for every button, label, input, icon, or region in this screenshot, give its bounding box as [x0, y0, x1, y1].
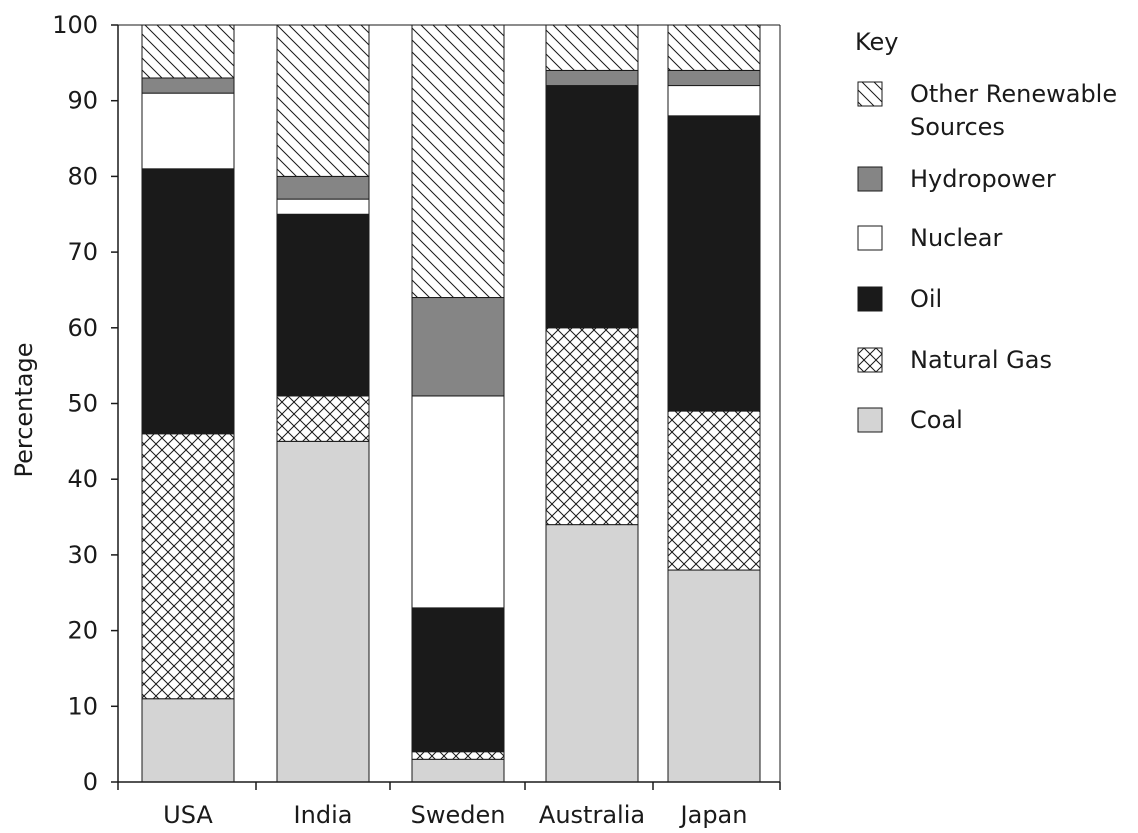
- legend-swatch-other-renewable-sources: [857, 81, 883, 107]
- y-tick-label-30: 30: [67, 541, 98, 569]
- bar-segment-japan-coal: [667, 569, 761, 783]
- bar-segment-india-natural-gas: [276, 395, 370, 442]
- bar-segment-usa-other-renewable-sources: [141, 24, 235, 79]
- legend-swatch-coal: [857, 407, 883, 433]
- bar-segment-usa-natural-gas: [141, 433, 235, 700]
- bar-segment-australia-oil: [545, 85, 639, 329]
- bar-segment-sweden-oil: [411, 607, 505, 753]
- bar-segment-sweden-coal: [411, 758, 505, 783]
- bar-segment-australia-hydropower: [545, 69, 639, 87]
- legend-swatch-natural-gas: [857, 347, 883, 373]
- legend-title: Key: [855, 28, 899, 56]
- y-tick-label-0: 0: [83, 768, 98, 796]
- bar-segment-japan-hydropower: [667, 69, 761, 87]
- bar-segment-japan-other-renewable-sources: [667, 24, 761, 71]
- y-tick-label-80: 80: [67, 162, 98, 190]
- y-axis-title: Percentage: [10, 342, 38, 477]
- bar-segment-usa-coal: [141, 698, 235, 783]
- x-tick-label-india: India: [294, 801, 353, 829]
- bar-segment-japan-nuclear: [667, 85, 761, 117]
- x-tick-label-sweden: Sweden: [411, 801, 506, 829]
- bar-segment-sweden-nuclear: [411, 395, 505, 609]
- bar-segment-india-nuclear: [276, 198, 370, 215]
- bar-segment-sweden-natural-gas: [411, 751, 505, 760]
- legend-label-oil: Oil: [910, 285, 942, 313]
- bar-segment-usa-hydropower: [141, 77, 235, 94]
- legend-swatch-nuclear: [857, 225, 883, 251]
- axes-group: 0 10 20 30 40 50 60 70 80 90 100 USA India Sweden Aust…: [52, 11, 781, 829]
- legend-label-nuclear: Nuclear: [910, 224, 1003, 252]
- x-tick-label-australia: Australia: [539, 801, 645, 829]
- y-tick-label-90: 90: [67, 87, 98, 115]
- legend-label-natural-gas: Natural Gas: [910, 346, 1052, 374]
- legend-swatch-hydropower: [857, 166, 883, 192]
- bar-segment-australia-natural-gas: [545, 327, 639, 526]
- legend-label-coal: Coal: [910, 406, 963, 434]
- bar-segment-sweden-hydropower: [411, 297, 505, 397]
- bar-segment-japan-oil: [667, 115, 761, 412]
- y-tick-label-10: 10: [67, 692, 98, 720]
- y-tick-label-70: 70: [67, 238, 98, 266]
- x-tick-label-usa: USA: [163, 801, 213, 829]
- legend: Other Renewable Sources Hydropower Nuclear O…: [857, 80, 1117, 434]
- bar-segment-india-hydropower: [276, 175, 370, 200]
- bar-segment-india-other-renewable-sources: [276, 24, 370, 177]
- legend-swatch-oil: [857, 286, 883, 312]
- bar-segment-usa-oil: [141, 168, 235, 435]
- legend-label-other-renewable-sources: Other Renewable: [910, 80, 1117, 108]
- y-tick-label-40: 40: [67, 465, 98, 493]
- y-tick-label-60: 60: [67, 314, 98, 342]
- y-tick-label-100: 100: [52, 11, 98, 39]
- bar-segment-australia-other-renewable-sources: [545, 24, 639, 71]
- bar-segment-australia-coal: [545, 524, 639, 783]
- legend-label-other-renewable-sources-line-2: Sources: [910, 113, 1005, 141]
- legend-label-hydropower: Hydropower: [910, 165, 1056, 193]
- bar-segment-sweden-other-renewable-sources: [411, 24, 505, 299]
- bar-segment-india-coal: [276, 440, 370, 783]
- bar-segment-usa-nuclear: [141, 92, 235, 170]
- bar-segment-japan-natural-gas: [667, 410, 761, 571]
- y-tick-label-20: 20: [67, 617, 98, 645]
- bars-group: [141, 24, 761, 783]
- y-tick-label-50: 50: [67, 390, 98, 418]
- x-tick-label-japan: Japan: [679, 801, 748, 829]
- bar-segment-india-oil: [276, 213, 370, 397]
